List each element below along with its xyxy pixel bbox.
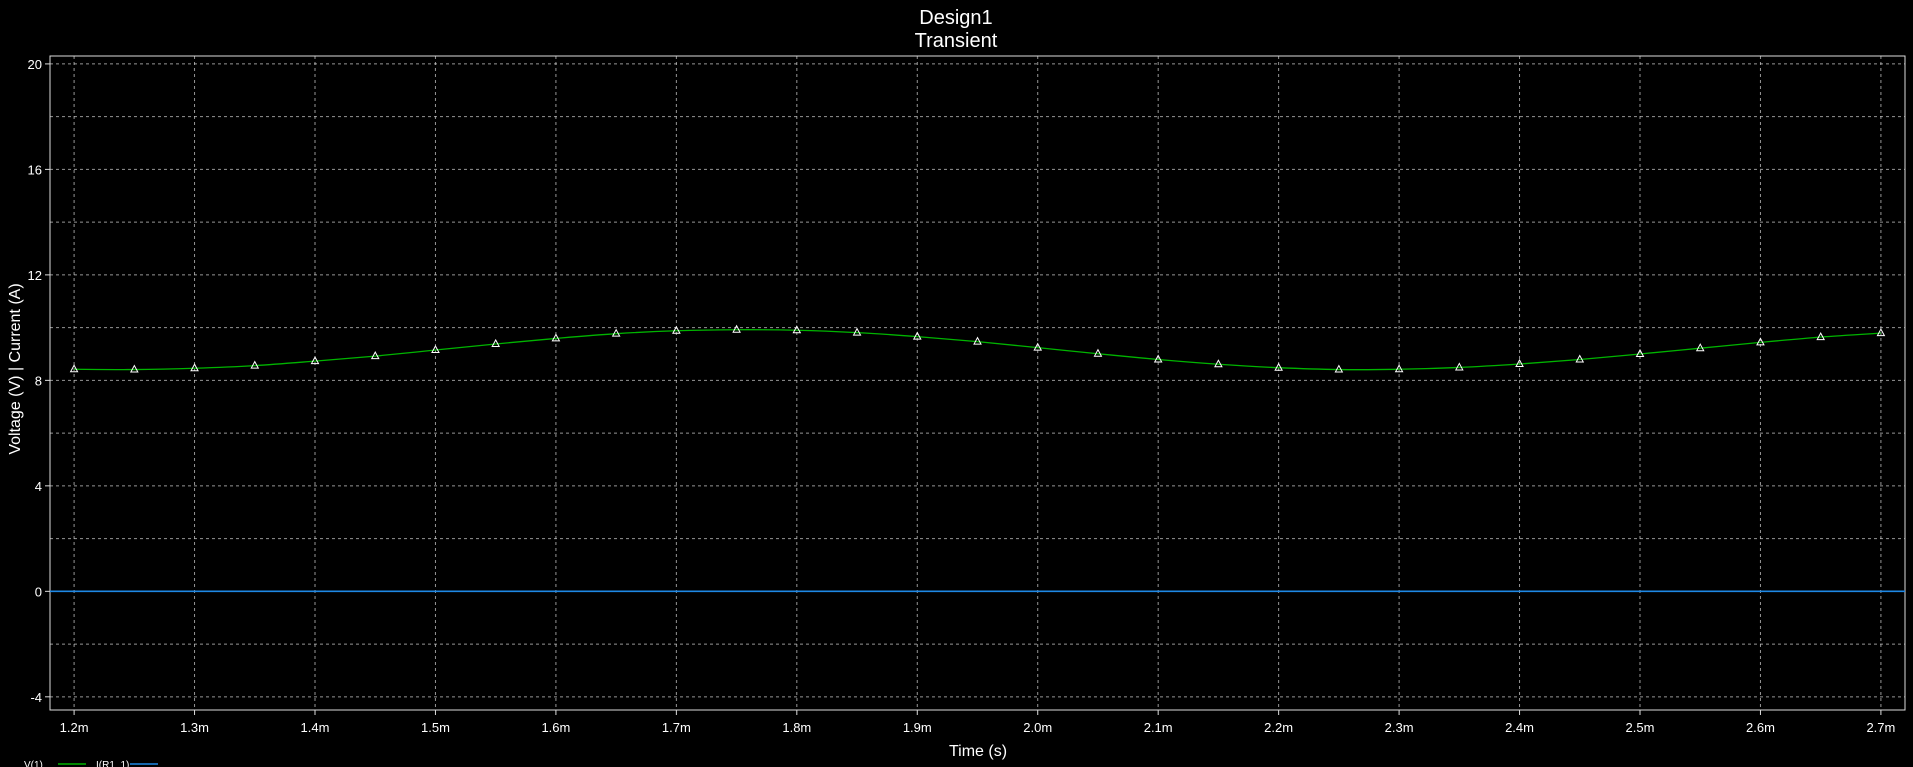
y-tick-label: -4 [30,690,42,705]
grid-lines [50,56,1905,710]
series-point-v-1 [1093,348,1103,357]
series-point-v-1 [129,364,139,373]
series-point-v-1 [250,360,260,369]
series-point-v-1 [1214,359,1223,368]
series-line-v-1 [74,329,1881,371]
series-point-v-1 [1876,328,1886,337]
series-point-v-1 [551,333,561,342]
series-point-v-1 [491,338,501,347]
y-tick-label: 16 [28,162,42,177]
series-point-v-1 [672,325,681,334]
series-point-v-1 [1153,354,1163,363]
series-point-v-1 [431,344,440,354]
series-point-v-1 [973,336,982,345]
x-tick-label: 1.5m [421,720,450,735]
x-tick-label: 1.8m [782,720,811,735]
axis-ticks: 1.2m 1.3m 1.4m 1.5m 1.6m 1.7m 1.8m 1.9m 2.0m 2.1m… [28,57,1896,735]
x-tick-label: 1.4m [301,720,330,735]
x-tick-label: 1.3m [180,720,209,735]
x-tick-label: 1.2m [60,720,89,735]
series-point-v-1 [732,324,741,333]
series-point-v-1 [1274,362,1283,371]
x-tick-label: 1.9m [903,720,932,735]
x-tick-label: 2.5m [1626,720,1655,735]
series-point-v-1 [1334,364,1344,373]
y-axis-label: Voltage (V) | Current (A) [7,283,24,454]
legend: V(1) I(R1_1) [24,760,158,767]
series-point-v-1 [190,363,199,372]
y-tick-label: 4 [35,479,42,494]
series-point-v-1 [1756,337,1765,346]
x-tick-label: 2.2m [1264,720,1293,735]
series-point-v-1 [1515,358,1524,368]
legend-label-i-r1-1: I(R1_1) [96,760,129,767]
plot-area-frame [49,55,1906,711]
series-point-v-1 [611,328,621,337]
y-tick-label: 20 [28,57,42,72]
series-layer [50,324,1905,593]
series-point-v-1 [792,325,802,334]
x-tick-label: 1.6m [541,720,570,735]
x-tick-label: 2.0m [1023,720,1052,735]
x-tick-label: 2.4m [1505,720,1534,735]
x-axis-label: Time (s) [949,743,1007,760]
series-point-v-1 [1575,354,1585,363]
x-tick-label: 2.7m [1866,720,1895,735]
series-point-v-1 [912,331,922,340]
series-point-v-1 [1635,348,1645,357]
x-tick-label: 2.3m [1385,720,1414,735]
series-point-v-1 [1816,332,1826,341]
series-point-v-1 [370,351,380,360]
series-point-v-1 [1454,362,1464,371]
series-point-v-1 [310,356,320,365]
x-tick-label: 2.6m [1746,720,1775,735]
series-point-v-1 [69,364,79,373]
series-point-v-1 [1033,342,1043,351]
series-point-v-1 [1695,343,1705,352]
y-tick-label: 0 [35,584,42,599]
series-point-v-1 [1394,364,1404,373]
x-tick-label: 2.1m [1144,720,1173,735]
y-tick-label: 12 [28,268,42,283]
series-point-v-1 [852,327,862,336]
chart-title: Design1 [919,7,992,29]
x-tick-label: 1.7m [662,720,691,735]
legend-label-v-1: V(1) [24,760,43,767]
chart-subtitle: Transient [915,30,998,52]
y-tick-label: 8 [35,373,42,388]
